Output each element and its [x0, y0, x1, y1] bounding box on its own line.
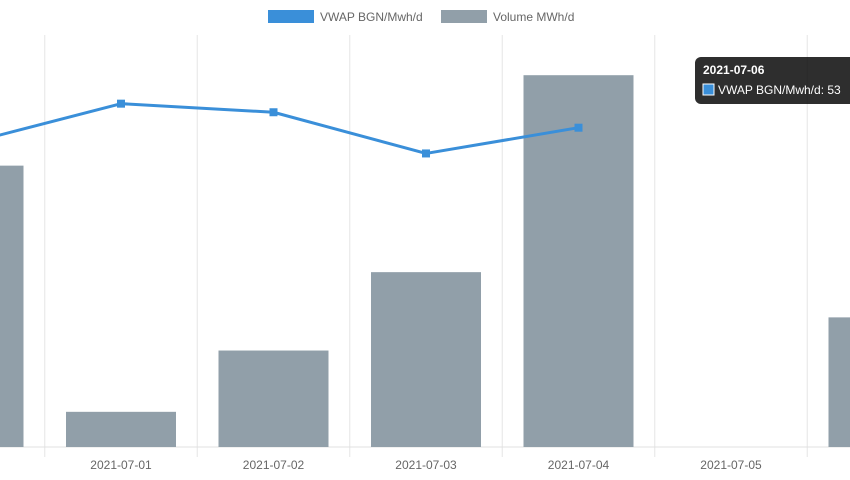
vwap-point[interactable]	[117, 99, 125, 108]
x-tick-label: 2021-07-05	[700, 458, 762, 472]
tooltip: 2021-07-06 VWAP BGN/Mwh/d: 53	[695, 57, 850, 104]
tooltip-swatch	[702, 83, 715, 96]
legend: VWAP BGN/Mwh/d Volume MWh/d	[268, 10, 574, 24]
vwap-line-series	[0, 99, 583, 158]
x-tick-label: 2021-07-02	[243, 458, 305, 472]
volume-bar[interactable]	[218, 350, 329, 447]
x-tick-label: 2021-07-01	[90, 458, 152, 472]
volume-bar[interactable]	[523, 75, 634, 447]
legend-label-vwap[interactable]: VWAP BGN/Mwh/d	[320, 10, 423, 24]
legend-swatch-volume[interactable]	[441, 10, 487, 23]
tooltip-box	[695, 57, 850, 104]
volume-bar[interactable]	[0, 165, 24, 447]
x-tick-label: 2021-07-04	[548, 458, 610, 472]
tooltip-label: VWAP BGN/Mwh/d: 53	[718, 83, 841, 97]
legend-swatch-vwap[interactable]	[268, 10, 314, 23]
x-axis: 02021-07-012021-07-022021-07-032021-07-0…	[90, 458, 762, 472]
tooltip-title: 2021-07-06	[703, 63, 765, 77]
vwap-point[interactable]	[422, 149, 430, 158]
volume-bar[interactable]	[828, 317, 850, 447]
legend-label-volume[interactable]: Volume MWh/d	[493, 10, 574, 24]
volume-bars	[0, 75, 850, 447]
volume-bar[interactable]	[371, 272, 481, 447]
x-tick-label: 2021-07-03	[395, 458, 457, 472]
vwap-point[interactable]	[269, 108, 278, 117]
volume-bar[interactable]	[66, 411, 176, 447]
vwap-line	[0, 102, 579, 155]
vwap-point[interactable]	[574, 123, 583, 132]
